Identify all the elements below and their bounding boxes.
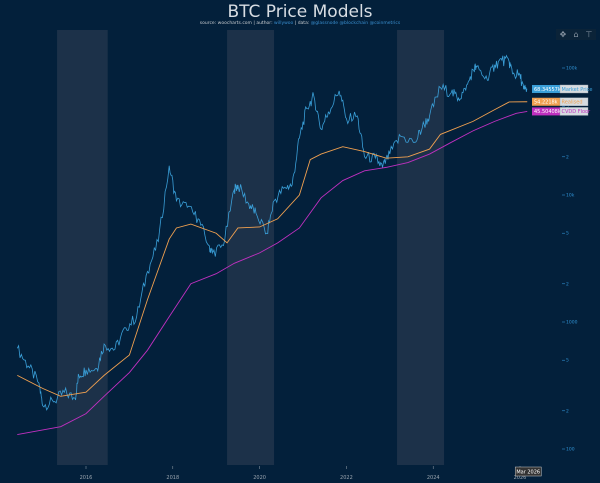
author-link[interactable]: willywoo <box>274 21 294 26</box>
x-tick-label: 2022 <box>340 475 353 481</box>
modebar: ✥ ⌂ ⊤ <box>556 29 596 40</box>
author-label: | author: <box>253 21 273 26</box>
realised-name-box <box>559 97 589 106</box>
cvdd-floor-line <box>17 110 528 435</box>
market-price-name-box <box>559 84 589 94</box>
y-tick-label: 2 <box>566 154 569 160</box>
realised-name: Realised <box>562 100 583 106</box>
cvdd-floor-value: 45.50408k <box>534 109 561 115</box>
y-tick-label: 1000 <box>566 320 578 326</box>
y-tick-label: 5 <box>566 231 569 237</box>
x-tick-label: 2020 <box>253 475 266 481</box>
hover-x-box <box>514 466 542 477</box>
y-tick-label: 10k <box>566 193 575 199</box>
market-price-line <box>16 54 528 411</box>
x-tick-label: 2024 <box>427 475 440 481</box>
y-tick-label: 100k <box>566 66 578 72</box>
y-tick-label: 100 <box>566 447 575 453</box>
x-tick-label: 2018 <box>166 475 179 481</box>
realised-value: 54.2218k <box>534 100 558 106</box>
realised-value-box <box>532 97 560 106</box>
source-label: source: <box>199 21 217 26</box>
shaded-period <box>397 30 445 465</box>
data-label: | data: <box>294 21 310 26</box>
cvdd-floor-name-box <box>559 107 589 116</box>
spike-lines-icon[interactable]: ⊤ <box>585 30 593 39</box>
market-price-value-box <box>532 84 560 93</box>
market-price-name: Market Price <box>562 87 593 93</box>
cvdd-floor-value-box <box>532 107 560 116</box>
source-link[interactable]: woocharts.com <box>217 21 252 26</box>
cvdd-floor-name: CVDD Floor <box>562 109 592 115</box>
realised-hover-label: 54.2218k Realised <box>532 97 589 106</box>
y-tick-label: 2 <box>566 408 569 414</box>
x-tick-label: 2016 <box>80 475 93 481</box>
shaded-period <box>227 30 275 465</box>
chart-title: BTC Price Models <box>227 2 373 22</box>
y-tick-label: 2 <box>566 281 569 287</box>
market-price-value: 68.34557k <box>534 87 561 93</box>
y-tick-label: 5 <box>566 358 569 364</box>
realised-line <box>17 101 528 397</box>
cvdd-floor-hover-label: 45.50408k CVDD Floor <box>532 107 592 116</box>
pan-icon[interactable]: ✥ <box>559 30 567 39</box>
market-price-hover-label: 68.34557k Market Price <box>532 84 593 94</box>
home-icon[interactable]: ⌂ <box>573 30 579 39</box>
x-tick-label: 2026 <box>514 475 527 481</box>
y-tick-label: 5 <box>566 104 569 110</box>
chart-subtitle: source: woocharts.com | author: willywoo… <box>0 21 600 26</box>
hover-x-label: Mar 2026 <box>516 470 540 476</box>
data-sources[interactable]: @glassnode @blockchain @coinmetrics <box>310 21 401 26</box>
